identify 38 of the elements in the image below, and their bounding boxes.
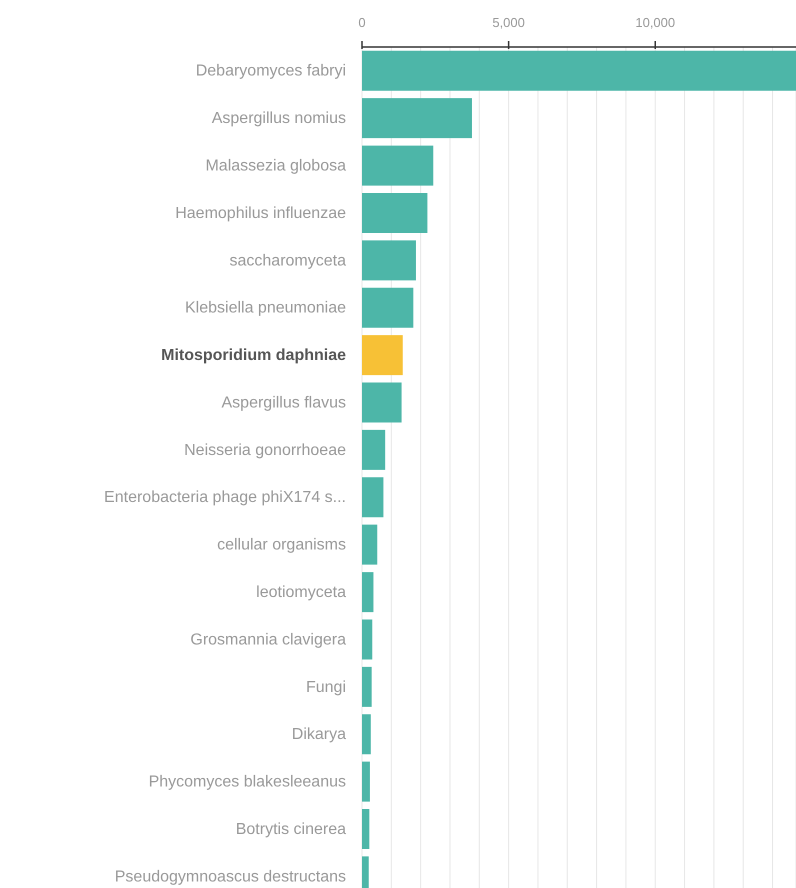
y-tick-label: Klebsiella pneumoniae bbox=[185, 300, 346, 317]
bar bbox=[362, 240, 416, 280]
bar bbox=[362, 714, 371, 754]
y-tick-label: Aspergillus flavus bbox=[222, 394, 346, 412]
y-tick-label: Dikarya bbox=[292, 726, 346, 744]
y-tick-label: Fungi bbox=[306, 678, 346, 696]
bar bbox=[362, 524, 378, 565]
y-tick-label: Grosmannia clavigera bbox=[190, 631, 346, 648]
y-tick-label: Enterobacteria phage phiX174 s... bbox=[104, 489, 346, 506]
y-tick-label: Debaryomyces fabryi bbox=[196, 62, 346, 80]
bar bbox=[362, 809, 370, 850]
bar bbox=[362, 477, 384, 518]
y-tick-label: Botrytis cinerea bbox=[236, 820, 346, 838]
bar bbox=[362, 619, 372, 660]
bar bbox=[362, 382, 402, 423]
bar bbox=[362, 762, 370, 802]
bar bbox=[362, 666, 372, 707]
bar bbox=[362, 572, 374, 612]
bar bbox=[362, 146, 434, 186]
x-tick-label: 10,000 bbox=[635, 15, 676, 30]
bar bbox=[362, 288, 414, 328]
bar bbox=[362, 192, 428, 233]
y-tick-label: saccharomyceta bbox=[230, 252, 346, 270]
y-tick-label: Phycomyces blakesleeanus bbox=[148, 774, 346, 791]
y-tick-label: Aspergillus nomius bbox=[212, 110, 346, 128]
y-tick-label: cellular organisms bbox=[217, 536, 346, 554]
y-tick-label: Malassezia globosa bbox=[205, 157, 346, 174]
y-tick-label: Neisseria gonorrhoeae bbox=[184, 442, 346, 459]
y-tick-label: Pseudogymnoascus destructans bbox=[114, 868, 346, 886]
x-tick-label: 0 bbox=[358, 15, 366, 30]
bar bbox=[362, 430, 386, 470]
bar bbox=[362, 98, 472, 138]
bar bbox=[362, 50, 796, 91]
bar bbox=[362, 335, 403, 376]
y-tick-label: Mitosporidium daphniae bbox=[161, 347, 346, 364]
y-tick-label: leotiomyceta bbox=[256, 584, 346, 601]
x-tick-label: 5,000 bbox=[492, 15, 525, 30]
y-tick-label: Haemophilus influenzae bbox=[175, 204, 346, 222]
